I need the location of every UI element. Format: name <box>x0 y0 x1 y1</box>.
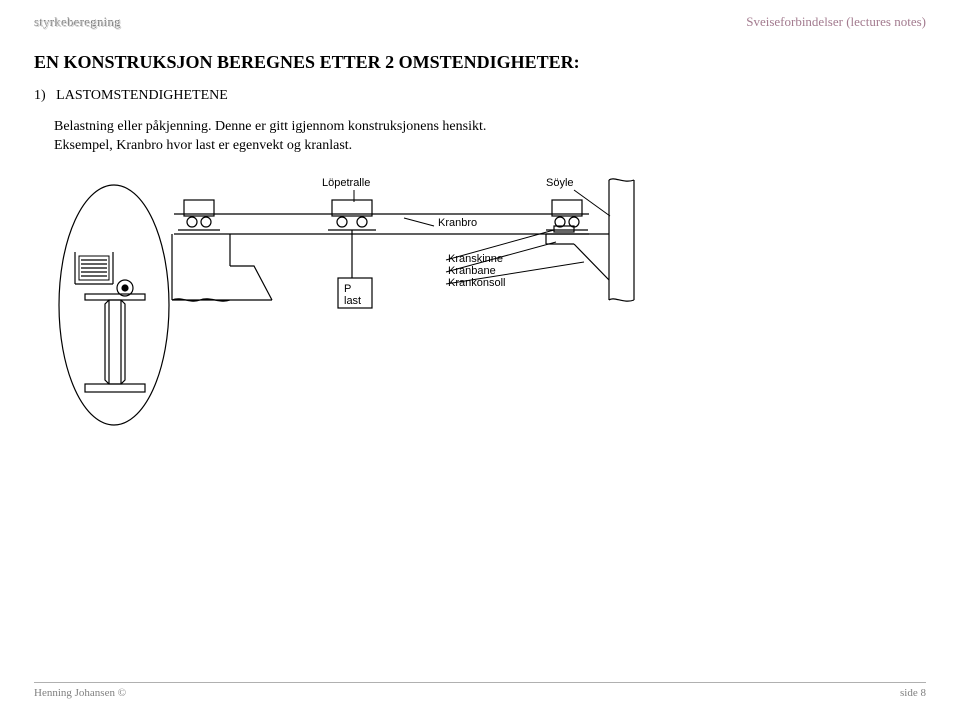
header-left: styrkeberegning styrkeberegning <box>34 14 121 30</box>
header-right: Sveiseforbindelser (lectures notes) <box>746 14 926 30</box>
list-label: LASTOMSTENDIGHETENE <box>56 88 228 103</box>
label-soyle: Söyle <box>546 177 574 189</box>
label-kranbro: Kranbro <box>438 217 477 229</box>
footer-right: side 8 <box>900 687 926 699</box>
body-line-2: Eksempel, Kranbro hvor last er egenvekt … <box>54 138 352 153</box>
detail-ellipse <box>59 185 169 425</box>
body-line-1: Belastning eller påkjenning. Denne er gi… <box>54 119 486 134</box>
left-support <box>172 234 272 301</box>
footer-divider <box>34 682 926 683</box>
body-paragraph: Belastning eller påkjenning. Denne er gi… <box>54 118 486 156</box>
label-krankonsoll: Krankonsoll <box>448 277 505 289</box>
footer-left: Henning Johansen © <box>34 687 126 699</box>
label-last: last <box>344 295 361 307</box>
crane-diagram: Löpetralle Söyle Kranbro Kranskinne Kran… <box>54 170 664 470</box>
left-detail <box>75 252 145 392</box>
label-kranskinne: Kranskinne <box>448 253 503 265</box>
list-prefix: 1) <box>34 88 46 103</box>
list-item-1: 1) LASTOMSTENDIGHETENE <box>34 88 228 104</box>
right-support <box>546 179 634 301</box>
lopetralle-trolley <box>328 200 376 278</box>
label-p: P <box>344 283 351 295</box>
page: styrkeberegning styrkeberegning Sveisefo… <box>0 0 960 709</box>
header-left-shadow: styrkeberegning <box>35 15 122 31</box>
label-kranbane: Kranbane <box>448 265 496 277</box>
diagram-svg: Löpetralle Söyle Kranbro Kranskinne Kran… <box>54 170 664 470</box>
label-lopetralle: Löpetralle <box>322 177 370 189</box>
page-title: EN KONSTRUKSJON BEREGNES ETTER 2 OMSTEND… <box>34 52 580 73</box>
left-trolley <box>178 200 220 230</box>
